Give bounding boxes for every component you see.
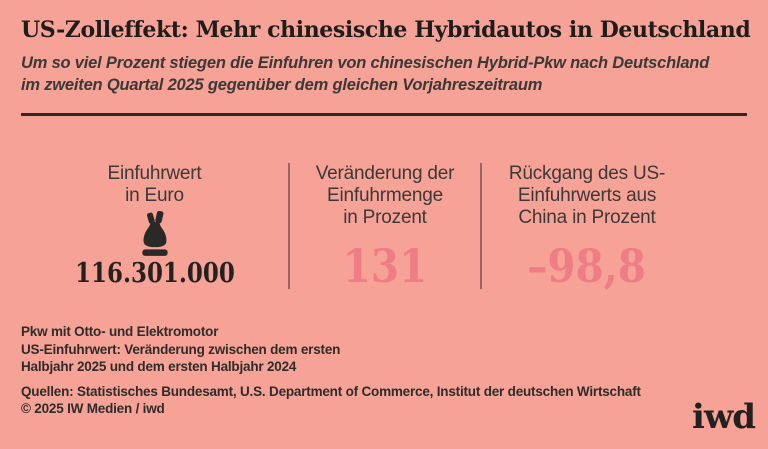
- header-divider: [21, 113, 747, 116]
- footnotes: Pkw mit Otto- und Elektromotor US-Einfuh…: [21, 323, 747, 376]
- stat-us-import-decline-number: –98,8: [527, 239, 647, 293]
- subtitle: Um so viel Prozent stiegen die Einfuhren…: [21, 52, 747, 96]
- iwd-logo: iwd: [692, 397, 756, 437]
- copyright-line: © 2025 IW Medien / iwd: [21, 401, 165, 416]
- sources: Quellen: Statistisches Bundesamt, U.S. D…: [21, 383, 747, 418]
- stat-us-import-decline-label: Rückgang des US- Einfuhrwerts aus China …: [509, 163, 665, 229]
- label-line: Veränderung der: [315, 163, 455, 184]
- stat-import-value: Einfuhrwert in Euro 116.301.000: [21, 163, 288, 289]
- infographic-canvas: { "colors": { "background": "#f7a296", "…: [0, 17, 768, 449]
- stats-row: Einfuhrwert in Euro 116.301.000 Veränder…: [21, 163, 747, 289]
- stat-us-import-decline: Rückgang des US- Einfuhrwerts aus China …: [480, 163, 692, 289]
- stat-quantity-change-number: 131: [342, 239, 428, 293]
- page-title: US-Zolleffekt: Mehr chinesische Hybridau…: [21, 17, 751, 43]
- footnote-line: US-Einfuhrwert: Veränderung zwischen dem…: [21, 341, 341, 357]
- stat-import-value-label: Einfuhrwert in Euro: [108, 163, 202, 207]
- money-bag-icon: [137, 210, 173, 257]
- label-line: Rückgang des US-: [508, 163, 666, 184]
- label-line: Einfuhrwert: [107, 163, 202, 184]
- label-line: Einfuhrwerts aus: [517, 185, 657, 206]
- label-line: in Euro: [125, 185, 184, 206]
- stat-quantity-change-label: Veränderung der Einfuhrmenge in Prozent: [316, 163, 455, 229]
- subtitle-line-2: im zweiten Quartal 2025 gegenüber dem gl…: [21, 76, 543, 94]
- sources-line: Quellen: Statistisches Bundesamt, U.S. D…: [21, 383, 641, 399]
- label-line: China in Prozent: [518, 207, 656, 228]
- subtitle-line-1: Um so viel Prozent stiegen die Einfuhren…: [21, 54, 710, 72]
- stat-quantity-change: Veränderung der Einfuhrmenge in Prozent …: [288, 163, 480, 289]
- stat-import-value-number: 116.301.000: [74, 258, 235, 289]
- footnote-line: Halbjahr 2025 und dem ersten Halbjahr 20…: [21, 359, 297, 374]
- label-line: Einfuhrmenge: [327, 185, 443, 206]
- footnote-line: Pkw mit Otto- und Elektromotor: [21, 324, 219, 339]
- label-line: in Prozent: [343, 207, 427, 228]
